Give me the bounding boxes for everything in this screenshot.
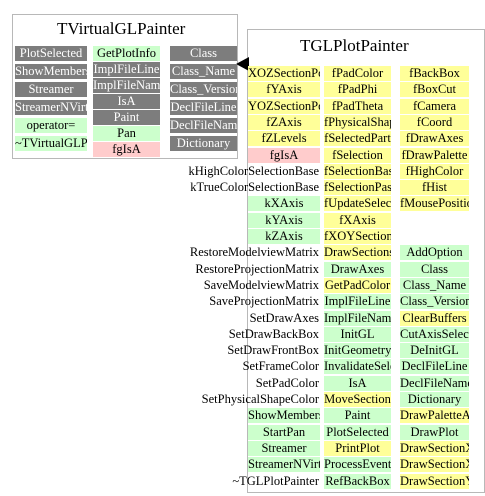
member-cell: SetDrawBackBox xyxy=(228,326,319,341)
member-cell: kXAxis xyxy=(248,196,320,212)
member-cell: DeInitGL xyxy=(400,343,469,359)
member-cell: fPadTheta xyxy=(324,98,391,114)
member-cell: RefBackBox xyxy=(324,473,391,489)
member-cell: PrintPlot xyxy=(324,440,391,456)
member-cell: Streamer xyxy=(15,82,87,97)
member-cell: Pan xyxy=(93,126,160,141)
member-cell: ImplFileName xyxy=(324,310,391,326)
member-cell: GetPadColor xyxy=(324,277,391,293)
member-cell: IsA xyxy=(93,94,160,109)
member-cell: fSelection xyxy=(324,147,391,163)
member-cell: StreamerNVirtual xyxy=(248,457,320,473)
member-cell: operator= xyxy=(15,118,87,133)
member-cell: PlotSelected xyxy=(324,424,391,440)
member-cell: XOZSectionPos xyxy=(248,66,320,81)
member-cell: fZLevels xyxy=(248,131,320,147)
member-cell: SetFrameColor xyxy=(242,359,319,374)
member-cell: SaveModelviewMatrix xyxy=(203,277,319,292)
member-cell: fYAxis xyxy=(248,82,320,98)
member-cell: Class xyxy=(400,261,469,277)
member-cell: PlotSelected xyxy=(15,46,87,61)
member-cell: fHist xyxy=(400,180,469,196)
member-cell: Class_Version xyxy=(400,294,469,310)
member-cell: Paint xyxy=(93,110,160,125)
member-cell: fUpdateSelection xyxy=(324,196,391,212)
member-cell: DrawSectionYOZ xyxy=(400,473,469,489)
class-title: TVirtualGLPainter xyxy=(57,19,186,38)
member-cell: DrawPaletteAxis xyxy=(400,408,469,424)
member-cell: StartPan xyxy=(248,424,320,440)
member-cell: ClearBuffers xyxy=(400,310,469,326)
member-cell: fgIsA xyxy=(248,147,320,163)
member-cell: fMousePosition xyxy=(400,196,469,212)
member-cell: DeclFileName xyxy=(400,375,469,391)
member-cell: ~TVirtualGLPainter xyxy=(15,136,87,151)
member-cell: RestoreModelviewMatrix xyxy=(189,245,319,260)
member-cell: ShowMembers xyxy=(248,408,320,424)
member-cell: fXOYSectionPos xyxy=(324,229,391,244)
member-cell: fgIsA xyxy=(93,142,160,157)
member-cell: DeclFileName xyxy=(170,118,237,133)
member-cell: SetDrawAxes xyxy=(249,310,319,325)
member-cell: kTrueColorSelectionBase xyxy=(190,180,319,195)
member-cell: InitGeometry xyxy=(324,343,391,359)
member-cell: DrawSectionXOY xyxy=(400,440,469,456)
member-cell: SaveProjectionMatrix xyxy=(209,294,319,309)
member-cell: Class_Version xyxy=(170,82,237,97)
member-cell: fSelectionBase xyxy=(324,163,391,179)
member-cell: Dictionary xyxy=(170,136,237,151)
member-cell: YOZSectionPos xyxy=(248,98,320,114)
member-cell: GetPlotInfo xyxy=(93,46,160,61)
member-cell: fCoord xyxy=(400,114,469,130)
member-cell: Class_Name xyxy=(170,64,237,79)
member-cell: SetDrawFrontBox xyxy=(227,343,319,358)
member-cell: CutAxisSelected xyxy=(400,326,469,342)
member-cell: SetPhysicalShapeColor xyxy=(201,392,319,406)
member-cell: fPhysicalShapeColor xyxy=(324,114,391,130)
member-cell: Dictionary xyxy=(400,392,469,407)
member-cell: ImplFileName xyxy=(93,78,160,93)
member-cell: DeclFileLine xyxy=(400,359,469,375)
class-title: TGLPlotPainter xyxy=(300,36,409,55)
member-cell: InitGL xyxy=(324,326,391,342)
member-cell: ImplFileLine xyxy=(93,62,160,77)
member-cell: ~TGLPlotPainter xyxy=(232,473,319,488)
member-cell: Class xyxy=(170,46,237,61)
member-cell: DrawSections xyxy=(324,245,391,261)
member-cell: DeclFileLine xyxy=(170,100,237,115)
member-cell: StreamerNVirtual xyxy=(15,100,87,115)
member-cell: kZAxis xyxy=(248,229,320,244)
member-cell: AddOption xyxy=(400,245,469,261)
member-cell: Streamer xyxy=(248,440,320,456)
member-cell: DrawSectionXOZ xyxy=(400,457,469,473)
member-cell: SetPadColor xyxy=(255,375,319,390)
member-cell: fDrawPalette xyxy=(400,147,469,163)
member-cell: kYAxis xyxy=(248,212,320,228)
member-cell: DrawPlot xyxy=(400,424,469,440)
member-cell: ImplFileLine xyxy=(324,294,391,310)
member-cell: kHighColorSelectionBase xyxy=(188,163,319,178)
member-cell: fSelectionPass xyxy=(324,180,391,196)
member-cell: fPadPhi xyxy=(324,82,391,98)
member-cell: fZAxis xyxy=(248,114,320,130)
member-cell: ProcessEvent xyxy=(324,457,391,473)
member-cell: fBoxCut xyxy=(400,82,469,98)
member-cell: MoveSection xyxy=(324,392,391,407)
member-cell: fPadColor xyxy=(324,66,391,81)
member-cell: InvalidateSelection xyxy=(324,359,391,375)
member-cell: Class_Name xyxy=(400,277,469,293)
member-cell: Paint xyxy=(324,408,391,424)
member-cell: DrawAxes xyxy=(324,261,391,277)
member-cell: fBackBox xyxy=(400,66,469,81)
member-cell: fDrawAxes xyxy=(400,131,469,147)
member-cell: fHighColor xyxy=(400,163,469,179)
member-cell: fSelectedPart xyxy=(324,131,391,147)
member-cell: RestoreProjectionMatrix xyxy=(195,261,319,276)
member-cell: ShowMembers xyxy=(15,64,87,79)
member-cell: IsA xyxy=(324,375,391,391)
member-cell: fCamera xyxy=(400,98,469,114)
member-cell: fXAxis xyxy=(324,212,391,228)
